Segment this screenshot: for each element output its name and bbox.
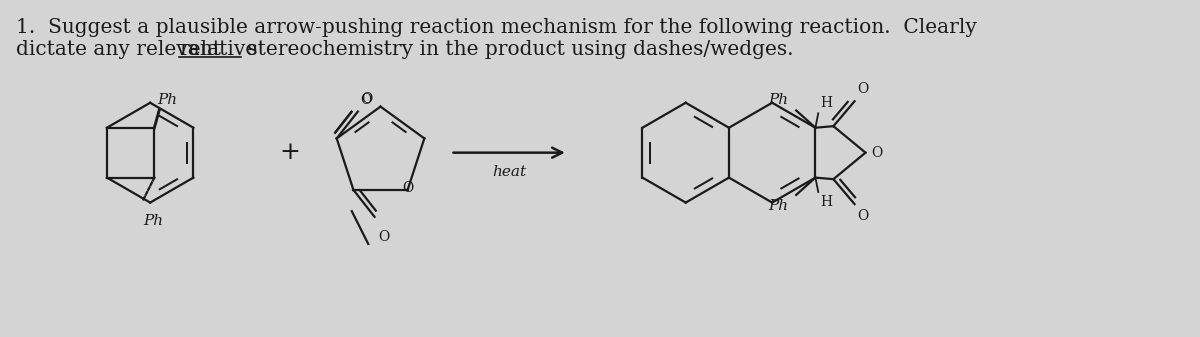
Text: +: + <box>278 141 300 164</box>
Text: H: H <box>820 195 832 209</box>
Text: Ph: Ph <box>143 214 163 228</box>
Text: O: O <box>858 209 869 223</box>
Text: O: O <box>402 181 413 195</box>
Text: relative: relative <box>179 40 257 59</box>
Text: O: O <box>858 83 869 96</box>
Text: stereochemistry in the product using dashes/wedges.: stereochemistry in the product using das… <box>241 40 793 59</box>
Text: O: O <box>361 93 372 107</box>
Text: O: O <box>378 230 390 244</box>
Text: heat: heat <box>492 165 527 179</box>
Text: H: H <box>820 96 832 111</box>
Text: Ph: Ph <box>157 93 178 106</box>
Text: O: O <box>361 92 373 106</box>
Text: O: O <box>871 146 882 160</box>
Text: Ph: Ph <box>768 93 788 106</box>
Text: dictate any relevant: dictate any relevant <box>16 40 227 59</box>
Text: 1.  Suggest a plausible arrow-pushing reaction mechanism for the following react: 1. Suggest a plausible arrow-pushing rea… <box>16 18 977 37</box>
Text: Ph: Ph <box>768 199 788 213</box>
